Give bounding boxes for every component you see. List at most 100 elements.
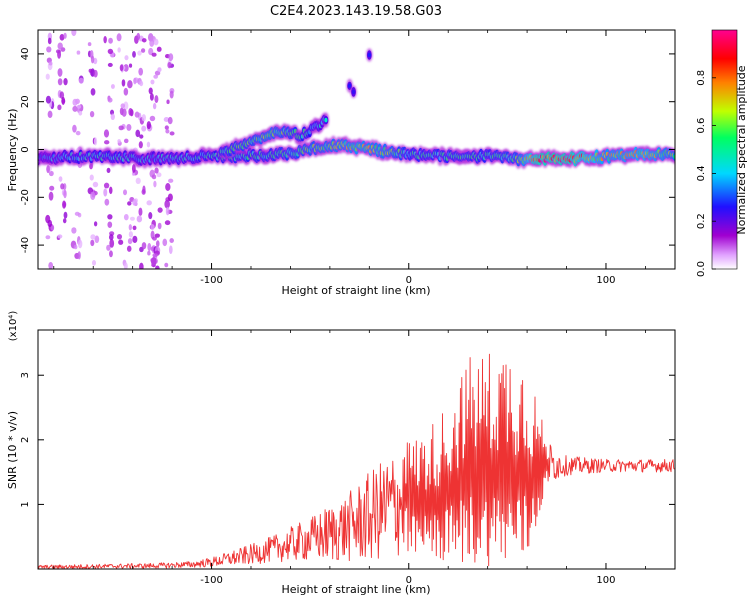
- snr-ytick-label: 2: [20, 437, 31, 443]
- spectrogram-noise-blob: [164, 125, 169, 130]
- spectrogram-noise-blob: [77, 251, 81, 260]
- spectrogram-noise-blob: [136, 215, 143, 223]
- spectrogram-noise-blob: [60, 183, 65, 190]
- colorbar-tick-label: 0.0: [696, 261, 707, 277]
- spectrogram-noise-blob: [167, 61, 172, 69]
- spectrogram-noise-blob: [48, 261, 54, 269]
- spectrogram-noise-blob: [89, 110, 95, 118]
- spectrogram-noise-blob: [146, 141, 151, 148]
- spectrogram-noise-blob: [90, 234, 96, 240]
- spectrogram-noise-blob: [166, 99, 170, 105]
- spectrogram-noise-blob: [57, 68, 63, 77]
- spectrogram-noise-blob: [108, 234, 114, 241]
- spectrogram-noise-blob: [93, 69, 98, 78]
- spectrogram-noise-blob: [93, 137, 98, 146]
- spectrogram-noise-blob: [59, 33, 65, 41]
- spectrogram-noise-blob: [141, 125, 147, 132]
- spectrogram-trace-core: [324, 117, 328, 123]
- spectrogram-noise-blob: [48, 170, 54, 177]
- figure-title: C2E4.2023.143.19.58.G03: [270, 4, 442, 19]
- spectrogram-noise-blob: [71, 30, 77, 37]
- spectrogram-xtick-label: 0: [406, 275, 412, 286]
- spectrogram-noise-blob: [138, 207, 143, 216]
- spectrogram-noise-blob: [168, 178, 174, 183]
- spectrogram-ytick-label: -20: [20, 189, 31, 205]
- spectrogram-noise-blob: [164, 220, 171, 226]
- spectrogram-noise-blob: [134, 111, 140, 118]
- spectrogram-noise-blob: [107, 221, 113, 228]
- spectrogram-noise-blob: [46, 165, 50, 174]
- spectrogram-noise-blob: [123, 87, 129, 96]
- spectrogram-xlabel: Height of straight line (km): [281, 284, 430, 297]
- spectrogram-noise-blob: [90, 239, 95, 247]
- snr-ylabel: SNR (10 * v/v): [6, 411, 19, 489]
- snr-scale-label: (x10⁴): [8, 311, 19, 342]
- spectrogram-noise-blob: [154, 167, 159, 174]
- colorbar-tick-label: 0.2: [696, 213, 707, 229]
- snr-frame: [37, 329, 676, 570]
- spectrogram-noise-blob: [128, 231, 134, 238]
- spectrogram-noise-blob: [157, 67, 162, 73]
- spectrogram-noise-blob: [164, 262, 169, 268]
- spectrogram-noise-blob: [149, 39, 155, 47]
- spectrogram-marks: [38, 30, 675, 269]
- spectrogram-xtick-label: -100: [200, 275, 223, 286]
- snr-xtick-label: 0: [406, 575, 412, 586]
- spectrogram-noise-blob: [152, 236, 157, 241]
- spectrogram-ytick-label: 40: [20, 48, 31, 61]
- spectrogram-noise-blob: [103, 129, 110, 138]
- spectrogram-noise-blob: [157, 207, 163, 213]
- spectrogram-noise-blob: [129, 216, 135, 221]
- spectrogram-noise-blob: [57, 104, 62, 111]
- spectrogram-noise-blob: [74, 211, 80, 216]
- spectrogram-noise-blob: [63, 32, 67, 39]
- spectrogram-noise-blob: [146, 121, 151, 130]
- spectrogram-noise-blob: [165, 129, 170, 134]
- spectrogram-noise-blob: [47, 110, 53, 119]
- spectrogram-noise-blob: [149, 93, 154, 101]
- spectrogram-noise-blob: [57, 234, 63, 239]
- spectrogram-noise-blob: [48, 61, 53, 66]
- spectrogram-noise-blob: [116, 33, 122, 42]
- spectrogram-noise-blob: [46, 46, 52, 53]
- spectrogram-noise-blob: [156, 46, 162, 52]
- spectrogram-noise-blob: [72, 105, 78, 112]
- spectrogram-noise-blob: [63, 78, 68, 86]
- spectrogram-noise-blob: [123, 138, 129, 144]
- colorbar-tick-label: 0.8: [696, 70, 707, 86]
- spectrogram-noise-blob: [107, 62, 113, 68]
- spectrogram-noise-blob: [45, 95, 52, 104]
- spectrogram-noise-blob: [123, 262, 128, 269]
- snr-series-line: [38, 353, 675, 569]
- spectrogram-noise-blob: [139, 80, 144, 87]
- spectrogram-noise-blob: [135, 129, 141, 138]
- colorbar: 0.0 0.2 0.4 0.6 0.8 Normalized spectral ampl…: [696, 29, 748, 277]
- spectrogram-noise-blob: [132, 50, 136, 58]
- spectrogram-noise-blob: [133, 77, 137, 85]
- snr-xtick-label: -100: [200, 575, 223, 586]
- colorbar-label: Normalized spectral amplitude: [735, 65, 748, 234]
- spectrogram-noise-blob: [152, 253, 158, 258]
- snr-axes: -100 0 100 1 2 3: [20, 330, 675, 586]
- spectrogram-noise-blob: [123, 64, 129, 72]
- spectrogram-noise-blob: [138, 67, 144, 76]
- spectrogram-noise-blob: [62, 218, 67, 224]
- spectrogram-noise-blob: [109, 239, 115, 248]
- spectrogram-ytick-label: 0: [20, 146, 31, 152]
- spectrogram-noise-blob: [72, 98, 78, 106]
- spectrogram-noise-blob: [168, 53, 174, 61]
- spectrogram-noise-blob: [77, 239, 83, 249]
- spectrogram-noise-blob: [165, 183, 171, 191]
- spectrogram-noise-blob: [169, 90, 174, 99]
- spectrogram-noise-blob: [128, 224, 132, 231]
- spectrogram-noise-blob: [141, 38, 147, 43]
- snr-xtick-label: 100: [596, 575, 615, 586]
- spectrogram-noise-blob: [47, 219, 53, 228]
- spectrogram-noise-blob: [126, 123, 132, 131]
- spectrogram-noise-blob: [123, 189, 128, 196]
- spectrogram-noise-blob: [117, 139, 121, 144]
- spectrogram-noise-blob: [62, 200, 67, 209]
- spectrogram-noise-blob: [73, 244, 78, 250]
- spectrogram-noise-blob: [150, 257, 156, 266]
- spectrogram-noise-blob: [148, 87, 153, 95]
